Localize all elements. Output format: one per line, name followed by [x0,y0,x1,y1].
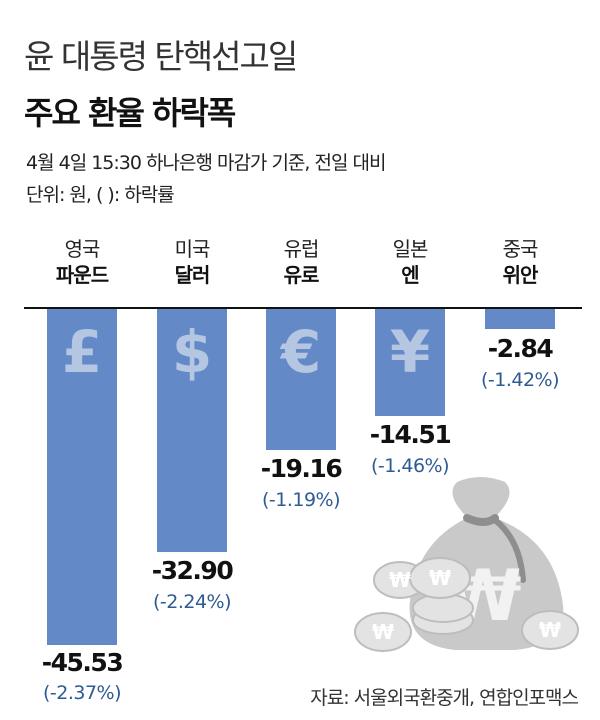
svg-text:₩: ₩ [429,566,451,590]
value-yuan: -2.84 [487,334,554,363]
bar-yen [375,309,445,416]
subtitle-basis: 4월 4일 15:30 하나은행 마감가 기준, 전일 대비 [26,152,386,174]
bar-dollar [157,309,227,552]
pct-pound: (-2.37%) [42,682,122,704]
source-note: 자료: 서울외국환중개, 연합인포맥스 [310,687,579,709]
pct-yen: (-1.46%) [370,455,450,477]
pct-euro: (-1.19%) [261,489,341,511]
svg-text:₩: ₩ [372,620,394,644]
euro-icon: € [280,318,322,386]
svg-text:₩: ₩ [389,568,411,592]
title-line2: 주요 환율 하락폭 [24,94,236,132]
category-label-pound: 영국 파운드 [55,237,109,287]
value-euro: -19.16 [260,454,343,483]
pct-yuan: (-1.42%) [480,369,560,391]
baseline [24,307,582,309]
category-label-yuan: 중국 위안 [502,237,539,287]
bar-pound [47,309,117,645]
title-line1: 윤 대통령 탄핵선고일 [24,37,298,76]
bar-euro [266,309,336,450]
value-dollar: -32.90 [151,556,234,585]
category-label-dollar: 미국 달러 [174,237,211,287]
dollar-icon: $ [171,318,213,386]
svg-text:₩: ₩ [539,618,561,642]
category-label-yen: 일본 엔 [392,237,429,287]
pct-dollar: (-2.24%) [152,591,232,613]
money-bag-icon: ₩ ₩ ₩ ₩ ₩ [354,477,579,652]
subtitle-unit: 단위: 원, ( ): 하락률 [26,184,175,206]
category-label-euro: 유럽 유로 [283,237,320,287]
value-yen: -14.51 [369,420,452,449]
yen-icon: ¥ [389,318,431,386]
bar-yuan [485,309,555,329]
pound-icon: £ [61,318,103,386]
value-pound: -45.53 [41,648,124,677]
